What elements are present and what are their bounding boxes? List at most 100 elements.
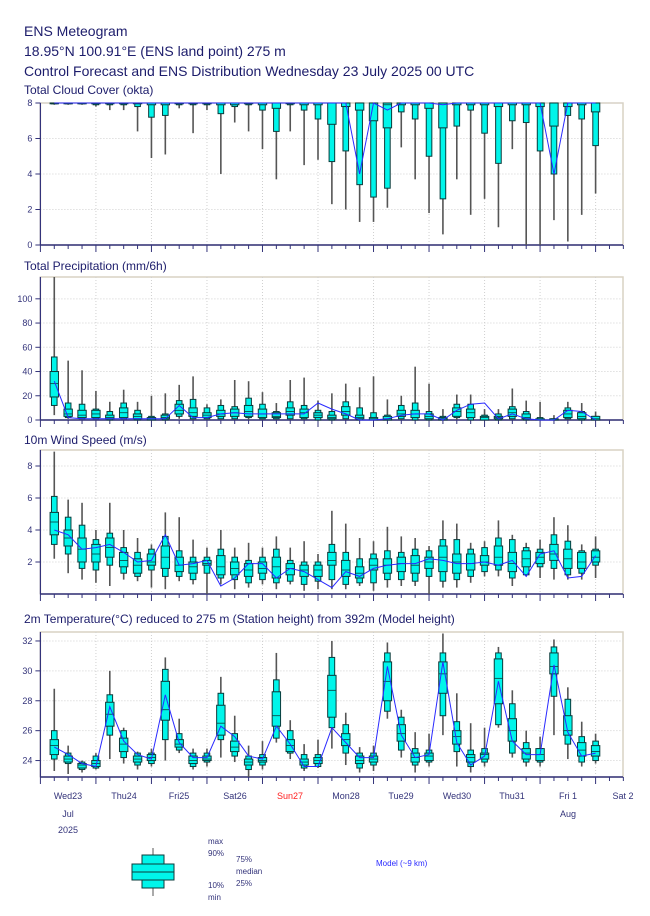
box-p25-p75 (243, 404, 254, 417)
meteogram-title: ENS Meteogram (24, 23, 127, 39)
control-forecast-line (54, 661, 596, 768)
month-label: Jul (62, 809, 74, 819)
box-p25-p75 (105, 414, 115, 420)
box-p25-p75 (327, 414, 337, 420)
day-label: Wed30 (443, 791, 471, 801)
box-p25-p75 (257, 408, 268, 419)
ensemble-box (132, 538, 143, 582)
ensemble-box (49, 688, 59, 772)
ensemble-box (563, 525, 573, 580)
box-p25-p75 (507, 551, 518, 573)
ensemble-box (521, 542, 531, 577)
box-p25-p75 (590, 102, 601, 113)
box-p25-p75 (354, 102, 365, 111)
box-p25-p75 (202, 755, 212, 762)
ensemble-box (49, 451, 59, 559)
day-label: Fri 1 (559, 791, 577, 801)
y-tick-label: 8 (27, 98, 32, 108)
ensemble-box (188, 748, 198, 770)
ensemble-box (216, 676, 226, 758)
ensemble-box (202, 547, 212, 594)
month-label: Aug (560, 809, 576, 819)
ensemble-box (160, 512, 171, 590)
box-p25-p75 (590, 745, 601, 757)
ensemble-box (354, 387, 365, 421)
box-p25-p75 (424, 556, 434, 569)
ensemble-box (188, 539, 198, 585)
location-line: 18.95°N 100.91°E (ENS land point) 275 m (24, 43, 286, 59)
box-p10-p90 (495, 102, 502, 164)
box-p25-p75 (257, 757, 268, 763)
box-p25-p75 (174, 739, 184, 748)
legend-p75: 75% (236, 855, 252, 864)
box-p25-p75 (382, 102, 393, 129)
y-tick-label: 6 (27, 134, 32, 144)
legend-p10: 10% (208, 881, 224, 890)
ensemble-box (577, 403, 587, 421)
box-p25-p75 (271, 691, 282, 727)
box-p25-p75 (493, 545, 504, 566)
box-p25-p75 (465, 553, 476, 571)
y-tick-label: 24 (22, 756, 32, 766)
box-p25-p75 (465, 408, 476, 419)
box-p25-p75 (216, 704, 226, 736)
box-p25-p75 (521, 748, 531, 760)
ensemble-box (216, 102, 226, 174)
box-p25-p75 (327, 551, 337, 566)
ensemble-box (77, 502, 87, 580)
box-p25-p75 (188, 561, 198, 574)
day-label: Sat 2 (612, 791, 633, 801)
y-tick-label: 32 (22, 636, 32, 646)
legend-model: Model (~9 km) (376, 859, 428, 868)
ensemble-box (396, 395, 406, 420)
y-tick-label: 6 (27, 493, 32, 503)
box-p10-p90 (481, 102, 488, 134)
box-p10-p90 (314, 102, 322, 120)
ensemble-box (493, 646, 504, 728)
box-p25-p75 (49, 511, 59, 536)
temperature-panel: 24 26 28 30 32 (22, 631, 624, 784)
legend-p25: 25% (236, 879, 252, 888)
box-p25-p75 (535, 551, 545, 565)
box-p25-p75 (327, 674, 337, 718)
ensemble-box (424, 546, 434, 594)
x-axis-labels: Wed23 Thu24 Fri25 Sat26 Sun27 Mon28 Tue2… (54, 791, 634, 835)
box-p25-p75 (160, 680, 171, 721)
control-forecast-line (54, 529, 597, 589)
day-label: Sat26 (223, 791, 247, 801)
ensemble-box (590, 733, 601, 764)
day-label: Wed23 (54, 791, 82, 801)
ensemble-box (368, 745, 379, 772)
box-p10-p90 (536, 102, 544, 152)
day-label: Fri25 (169, 791, 190, 801)
box-p25-p75 (341, 559, 351, 577)
ensemble-box (285, 380, 295, 420)
box-p25-p75 (313, 564, 323, 577)
box-p25-p75 (354, 755, 365, 765)
ensemble-box (216, 530, 226, 585)
box-p10-p90 (509, 102, 516, 122)
box-p25-p75 (216, 555, 226, 576)
box-p25-p75 (549, 543, 559, 561)
box-p25-p75 (188, 407, 198, 417)
y-tick-label: 30 (22, 666, 32, 676)
ensemble-box (230, 547, 240, 590)
ensemble-box (202, 404, 212, 420)
box-p25-p75 (577, 551, 587, 569)
ensemble-box (452, 693, 462, 767)
ensemble-box (188, 376, 198, 420)
cloud-cover-panel: 0 2 4 6 8 (27, 98, 624, 252)
day-label-weekend: Sun27 (277, 791, 303, 801)
ensemble-box (313, 739, 323, 769)
ensemble-box (271, 403, 282, 420)
ensemble-box (354, 538, 365, 586)
y-tick-label: 28 (22, 696, 32, 706)
ensemble-box (91, 530, 101, 583)
box-p25-p75 (188, 755, 198, 765)
y-tick-label: 60 (22, 342, 32, 352)
ensemble-box (327, 510, 337, 590)
box-p25-p75 (479, 555, 490, 566)
ensemble-box (563, 687, 573, 760)
legend-median: median (236, 867, 262, 876)
